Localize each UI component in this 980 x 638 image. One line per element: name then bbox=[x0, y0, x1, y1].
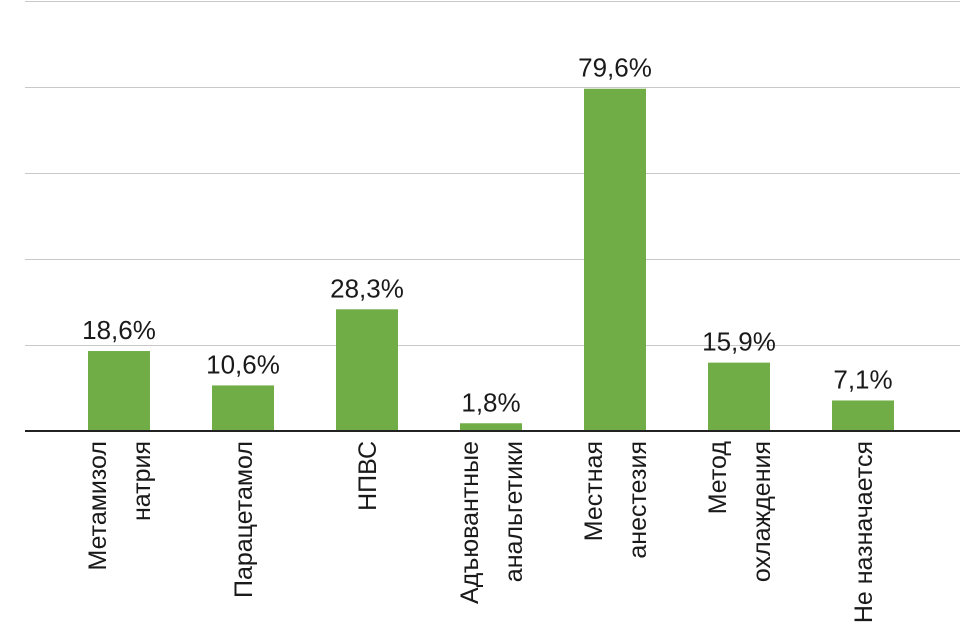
data-label: 18,6% bbox=[82, 315, 156, 345]
value-labels: 18,6% 10,6% 28,3% 1,8% 79,6% 15,9% 7,1% bbox=[82, 53, 893, 418]
category-label: Местная bbox=[580, 441, 608, 541]
category-label: Не назначается bbox=[850, 441, 878, 623]
bars bbox=[88, 88, 894, 431]
category-labels: Метамизол натрия Парацетамол НПВС Адъювантны… bbox=[84, 441, 878, 624]
category-label: Парацетамол bbox=[230, 441, 258, 598]
data-label: 79,6% bbox=[578, 53, 652, 83]
data-label: 10,6% bbox=[206, 349, 280, 379]
bar bbox=[584, 88, 646, 431]
bar bbox=[88, 351, 150, 431]
data-label: 1,8% bbox=[461, 387, 520, 417]
gridlines bbox=[25, 1, 960, 346]
category-label: Метод bbox=[704, 441, 732, 515]
data-label: 28,3% bbox=[330, 273, 404, 303]
category-label: анальгетики bbox=[500, 441, 528, 582]
data-label: 15,9% bbox=[702, 327, 776, 357]
bar bbox=[336, 309, 398, 431]
category-label: НПВС bbox=[354, 441, 382, 511]
category-label: Метамизол bbox=[84, 441, 112, 571]
category-label: Адъювантные bbox=[456, 441, 484, 604]
bar bbox=[708, 362, 770, 431]
bar bbox=[212, 385, 274, 431]
bar bbox=[832, 400, 894, 431]
category-label: охлаждения bbox=[748, 441, 776, 582]
data-label: 7,1% bbox=[833, 364, 892, 394]
category-label: натрия bbox=[128, 441, 156, 521]
bar bbox=[460, 423, 522, 431]
category-label: анестезия bbox=[624, 441, 652, 559]
